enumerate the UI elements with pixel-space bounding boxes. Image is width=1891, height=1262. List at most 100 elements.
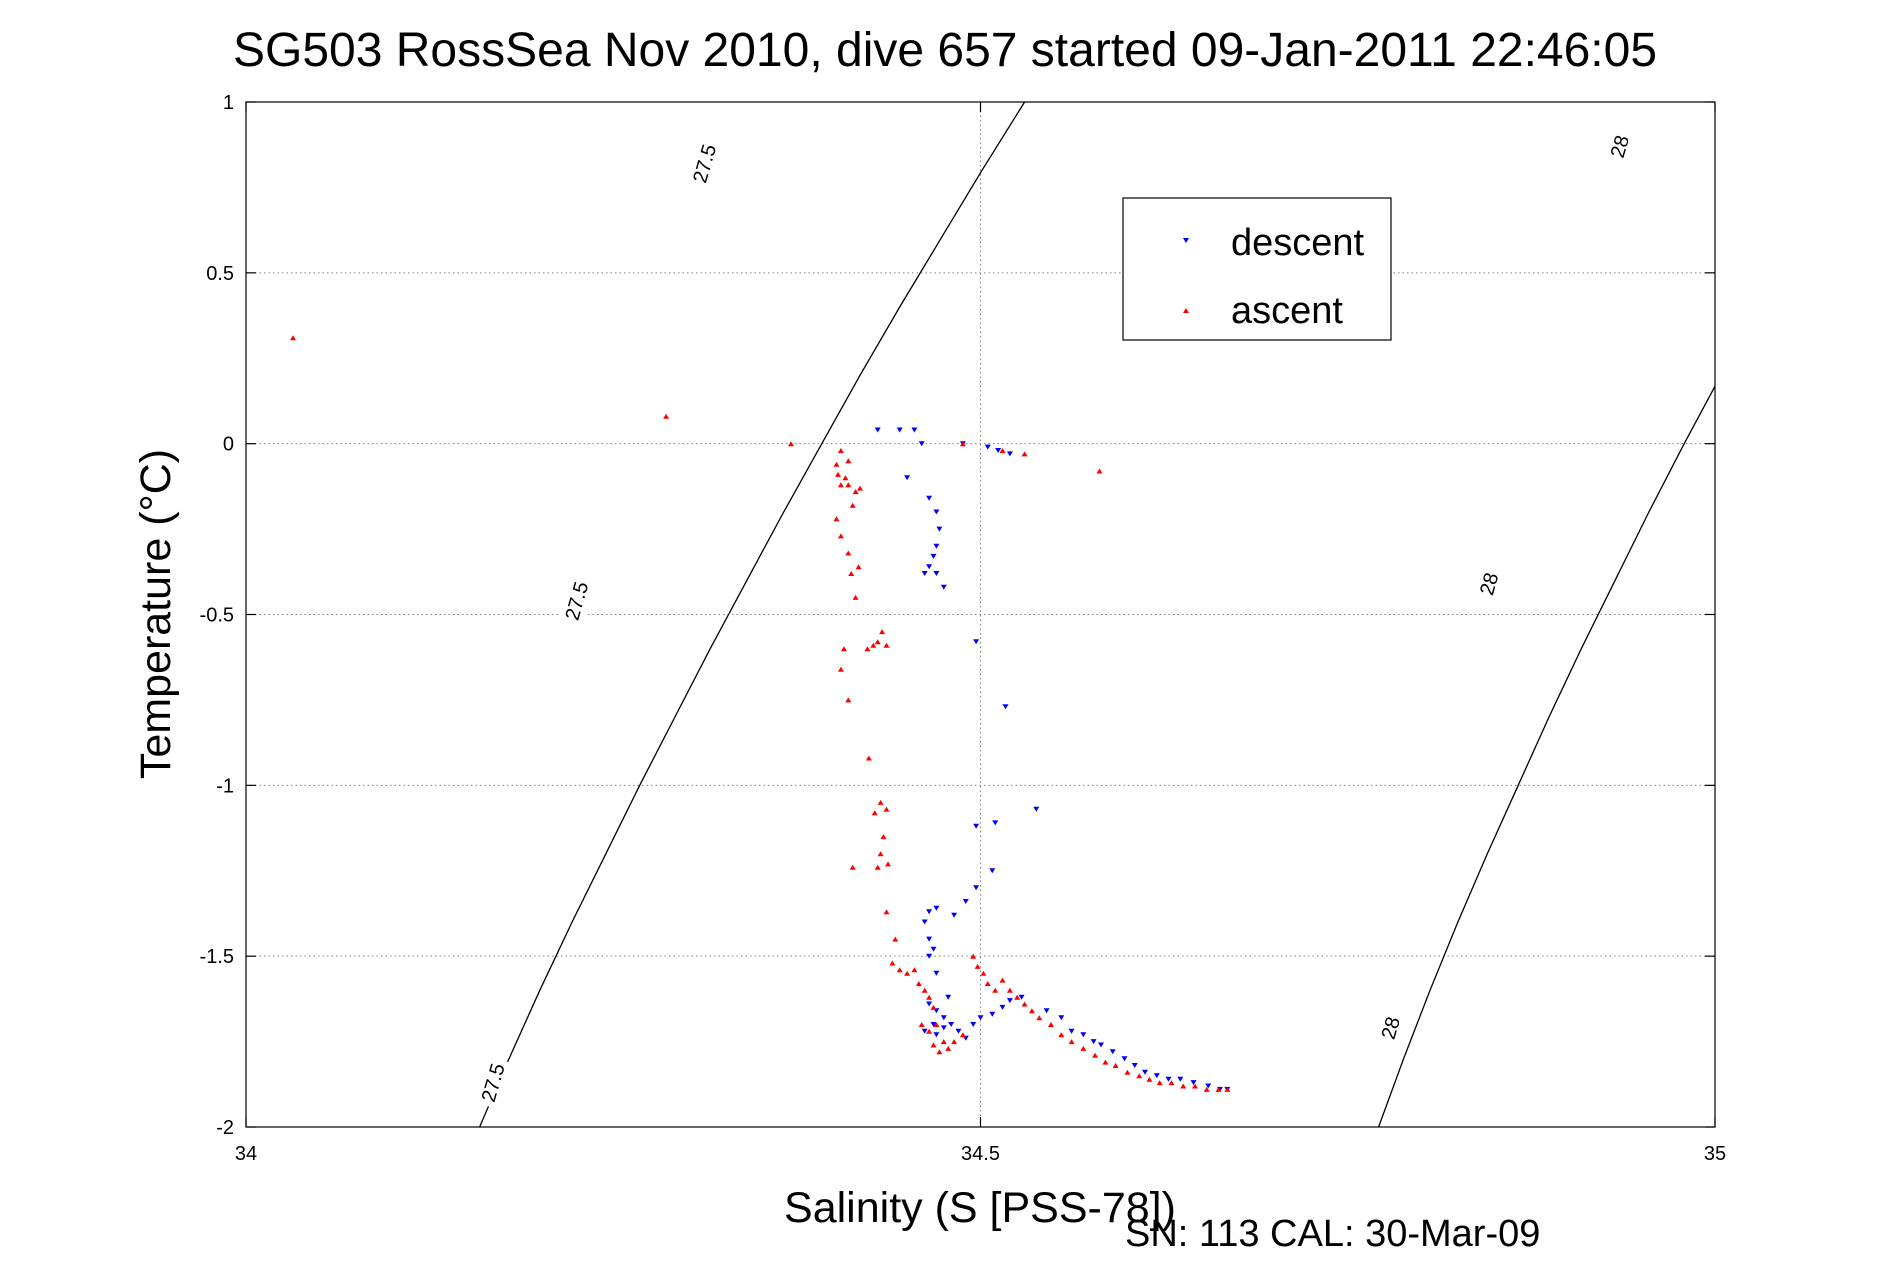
ascent-point: [845, 697, 852, 703]
descent-point: [1090, 1039, 1097, 1045]
descent-point: [970, 1022, 977, 1027]
ascent-point: [1168, 1080, 1175, 1086]
descent-point: [973, 823, 980, 829]
ascent-point: [1006, 987, 1013, 993]
contour-label: 28: [1469, 557, 1508, 611]
descent-point: [936, 526, 943, 532]
ascent-point: [921, 987, 928, 993]
descent-point: [1018, 994, 1025, 1000]
descent-point: [940, 584, 947, 590]
descent-point: [896, 427, 903, 433]
ascent-point: [833, 461, 840, 467]
descent-point: [984, 444, 991, 450]
ascent-point: [874, 864, 881, 870]
descent-point: [933, 905, 940, 911]
descent-point: [926, 909, 933, 915]
ascent-point: [1048, 1022, 1054, 1027]
ascent-point: [904, 970, 911, 976]
descent-point: [1190, 1080, 1197, 1086]
density-contour-27-5: [479, 102, 1026, 1127]
descent-point: [1177, 1076, 1184, 1082]
descent-point: [962, 899, 969, 904]
ascent-point: [883, 642, 890, 648]
descent-point: [926, 1001, 933, 1007]
descent-point: [951, 912, 958, 918]
descent-point: [933, 571, 940, 576]
ascent-point: [936, 1049, 943, 1055]
descent-point: [921, 1028, 928, 1034]
descent-point: [1006, 451, 1013, 457]
ascent-point: [1146, 1076, 1153, 1082]
y-tick-label: -0.5: [200, 605, 234, 627]
ascent-point: [835, 471, 841, 477]
ascent-point: [290, 335, 296, 341]
ascent-point: [1092, 1052, 1099, 1058]
ascent-point: [833, 516, 840, 522]
descent-point: [973, 639, 980, 645]
ascent-point: [877, 799, 884, 805]
ascent-point: [896, 967, 903, 973]
ascent-point: [930, 1004, 937, 1010]
descent-point: [926, 953, 933, 959]
x-tick-label: 34: [235, 1143, 257, 1165]
ascent-point: [1156, 1080, 1163, 1086]
descent-point: [940, 1015, 947, 1021]
grid-lines: [246, 102, 1715, 1127]
x-tick-label: 35: [1704, 1143, 1726, 1165]
descent-point: [955, 1028, 962, 1034]
ascent-point: [992, 987, 999, 993]
ascent-point: [880, 834, 887, 840]
descent-point: [948, 1022, 955, 1027]
ascent-point: [837, 482, 844, 488]
descent-point: [1131, 1063, 1138, 1068]
descent-point: [874, 427, 881, 433]
ascent-point: [951, 1039, 958, 1045]
descent-point: [995, 448, 1002, 453]
ascent-point: [999, 448, 1006, 453]
ascent-point: [870, 642, 877, 648]
descent-point: [921, 919, 928, 925]
ascent-point: [879, 629, 886, 635]
legend: descent ascent: [1122, 197, 1392, 341]
ascent-point: [883, 909, 890, 915]
legend-box: [1122, 197, 1392, 341]
ascent-point: [865, 755, 872, 761]
descent-point: [930, 1022, 937, 1027]
descent-point: [1033, 806, 1040, 812]
ascent-point: [877, 851, 884, 857]
ascent-point: [1014, 994, 1021, 1000]
ascent-point: [848, 571, 855, 576]
contour-label: 28: [1371, 1001, 1410, 1055]
ascent-point: [849, 864, 856, 870]
descent-point: [989, 1011, 996, 1017]
ascent-point: [940, 1039, 947, 1045]
descent-point: [989, 868, 996, 874]
ascent-point: [663, 413, 670, 419]
legend-ascent-label: ascent: [1231, 290, 1343, 332]
legend-descent-label: descent: [1231, 222, 1365, 264]
ascent-point: [959, 441, 966, 447]
ascent-point: [1036, 1015, 1043, 1021]
ascent-point: [857, 485, 863, 491]
ascent-point: [837, 666, 844, 672]
descent-point: [1002, 704, 1009, 710]
ascent-point: [1080, 1045, 1087, 1051]
ascent-point: [959, 1032, 966, 1038]
legend-ascent-marker: [1183, 308, 1189, 313]
ascent-point: [970, 953, 977, 959]
descent-point: [1165, 1076, 1172, 1082]
descent-point: [992, 820, 999, 826]
ascent-point: [855, 564, 862, 570]
ascent-point: [1224, 1086, 1231, 1092]
ascent-point: [840, 646, 847, 652]
descent-point: [933, 1032, 940, 1038]
descent-point: [1142, 1069, 1148, 1075]
ascent-point: [852, 594, 859, 600]
descent-point: [904, 475, 911, 481]
descent-point: [926, 564, 933, 570]
ascent-point: [885, 861, 891, 867]
ascent-point: [1203, 1086, 1210, 1092]
ascent-point: [918, 1022, 925, 1027]
descent-point: [1153, 1073, 1160, 1079]
